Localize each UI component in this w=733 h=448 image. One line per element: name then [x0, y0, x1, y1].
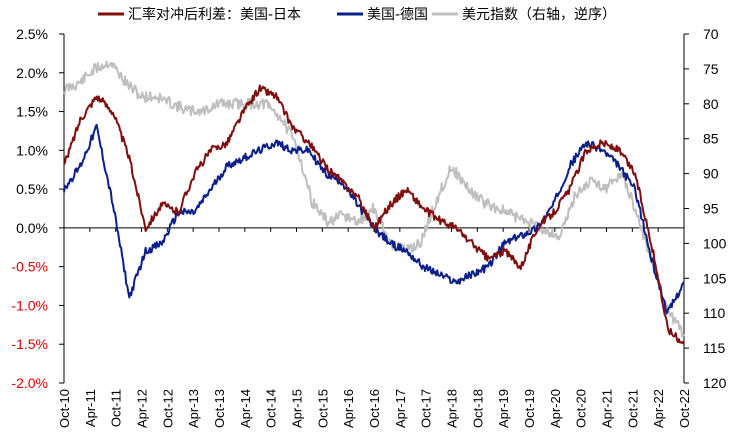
left-tick-label: -1.0% — [11, 297, 48, 313]
right-tick-label: 100 — [703, 235, 727, 251]
x-axis-labels: Oct-10 Apr-11 Oct-11 Apr-12 Oct-12 Apr-13 Oct-… — [57, 389, 692, 428]
x-tick-label: Apr-14 — [238, 389, 253, 428]
x-tick-label: Oct-17 — [419, 389, 434, 428]
right-tick-label: 115 — [703, 340, 726, 356]
x-tick-label: Apr-22 — [651, 389, 666, 428]
legend-label-2: 美元指数（右轴，逆序） — [462, 7, 616, 23]
x-tick-label: Oct-19 — [522, 389, 537, 428]
right-tick-label: 85 — [703, 131, 719, 147]
x-tick-label: Apr-17 — [393, 389, 408, 428]
x-tick-label: Apr-16 — [341, 389, 356, 428]
x-tick-label: Apr-21 — [600, 389, 615, 428]
right-tick-label: 90 — [703, 166, 719, 182]
right-tick-label: 70 — [703, 26, 719, 42]
left-tick-label: 1.0% — [16, 142, 48, 158]
x-tick-label: Oct-16 — [367, 389, 382, 428]
x-tick-label: Oct-22 — [677, 389, 692, 428]
x-tick-label: Apr-13 — [186, 389, 201, 428]
left-tick-label: 2.0% — [16, 65, 48, 81]
x-tick-label: Apr-19 — [496, 389, 511, 428]
x-tick-label: Oct-14 — [264, 389, 279, 428]
right-tick-label: 80 — [703, 96, 719, 112]
x-tick-label: Apr-11 — [83, 389, 98, 427]
left-tick-label: 2.5% — [16, 26, 48, 42]
x-tick-label: Apr-18 — [445, 389, 460, 428]
plot-area — [59, 33, 689, 384]
legend-label-1: 美国-德国 — [367, 7, 428, 23]
left-tick-label: -0.5% — [11, 259, 48, 275]
left-tick-label: 0.0% — [16, 220, 48, 236]
series-line-1 — [63, 123, 685, 315]
x-tick-label: Oct-20 — [574, 389, 589, 428]
x-tick-label: Apr-12 — [135, 389, 150, 428]
right-tick-label: 95 — [703, 201, 719, 217]
left-axis-labels: 2.5% 2.0% 1.5% 1.0% 0.5% 0.0% -0.5% -1.0% -1.5% -… — [11, 26, 48, 391]
right-tick-label: 75 — [703, 61, 719, 77]
left-tick-label: 1.5% — [16, 104, 48, 120]
right-axis-labels: 70 75 80 85 90 95 100 105 110 115 120 — [703, 26, 727, 391]
x-tick-label: Apr-15 — [290, 389, 305, 428]
x-tick-label: Oct-18 — [470, 389, 485, 428]
x-tick-label: Apr-20 — [548, 389, 563, 428]
x-tick-label: Oct-10 — [57, 389, 72, 428]
left-tick-label: -1.5% — [11, 336, 48, 352]
x-tick-label: Oct-15 — [315, 389, 330, 428]
x-tick-label: Oct-11 — [109, 389, 124, 427]
series-line-0 — [63, 84, 685, 345]
legend: 汇率对冲后利差：美国-日本 美国-德国 美元指数（右轴，逆序） — [98, 6, 616, 23]
left-tick-label: -2.0% — [11, 375, 48, 391]
legend-label-0: 汇率对冲后利差：美国-日本 — [128, 6, 301, 23]
left-tick-label: 0.5% — [16, 181, 48, 197]
right-tick-label: 110 — [703, 305, 726, 321]
series-line-2 — [63, 60, 685, 338]
x-tick-label: Oct-12 — [160, 389, 175, 428]
x-tick-label: Oct-21 — [625, 389, 640, 428]
right-tick-label: 120 — [703, 375, 727, 391]
x-tick-label: Oct-13 — [212, 389, 227, 428]
right-tick-label: 105 — [703, 270, 727, 286]
